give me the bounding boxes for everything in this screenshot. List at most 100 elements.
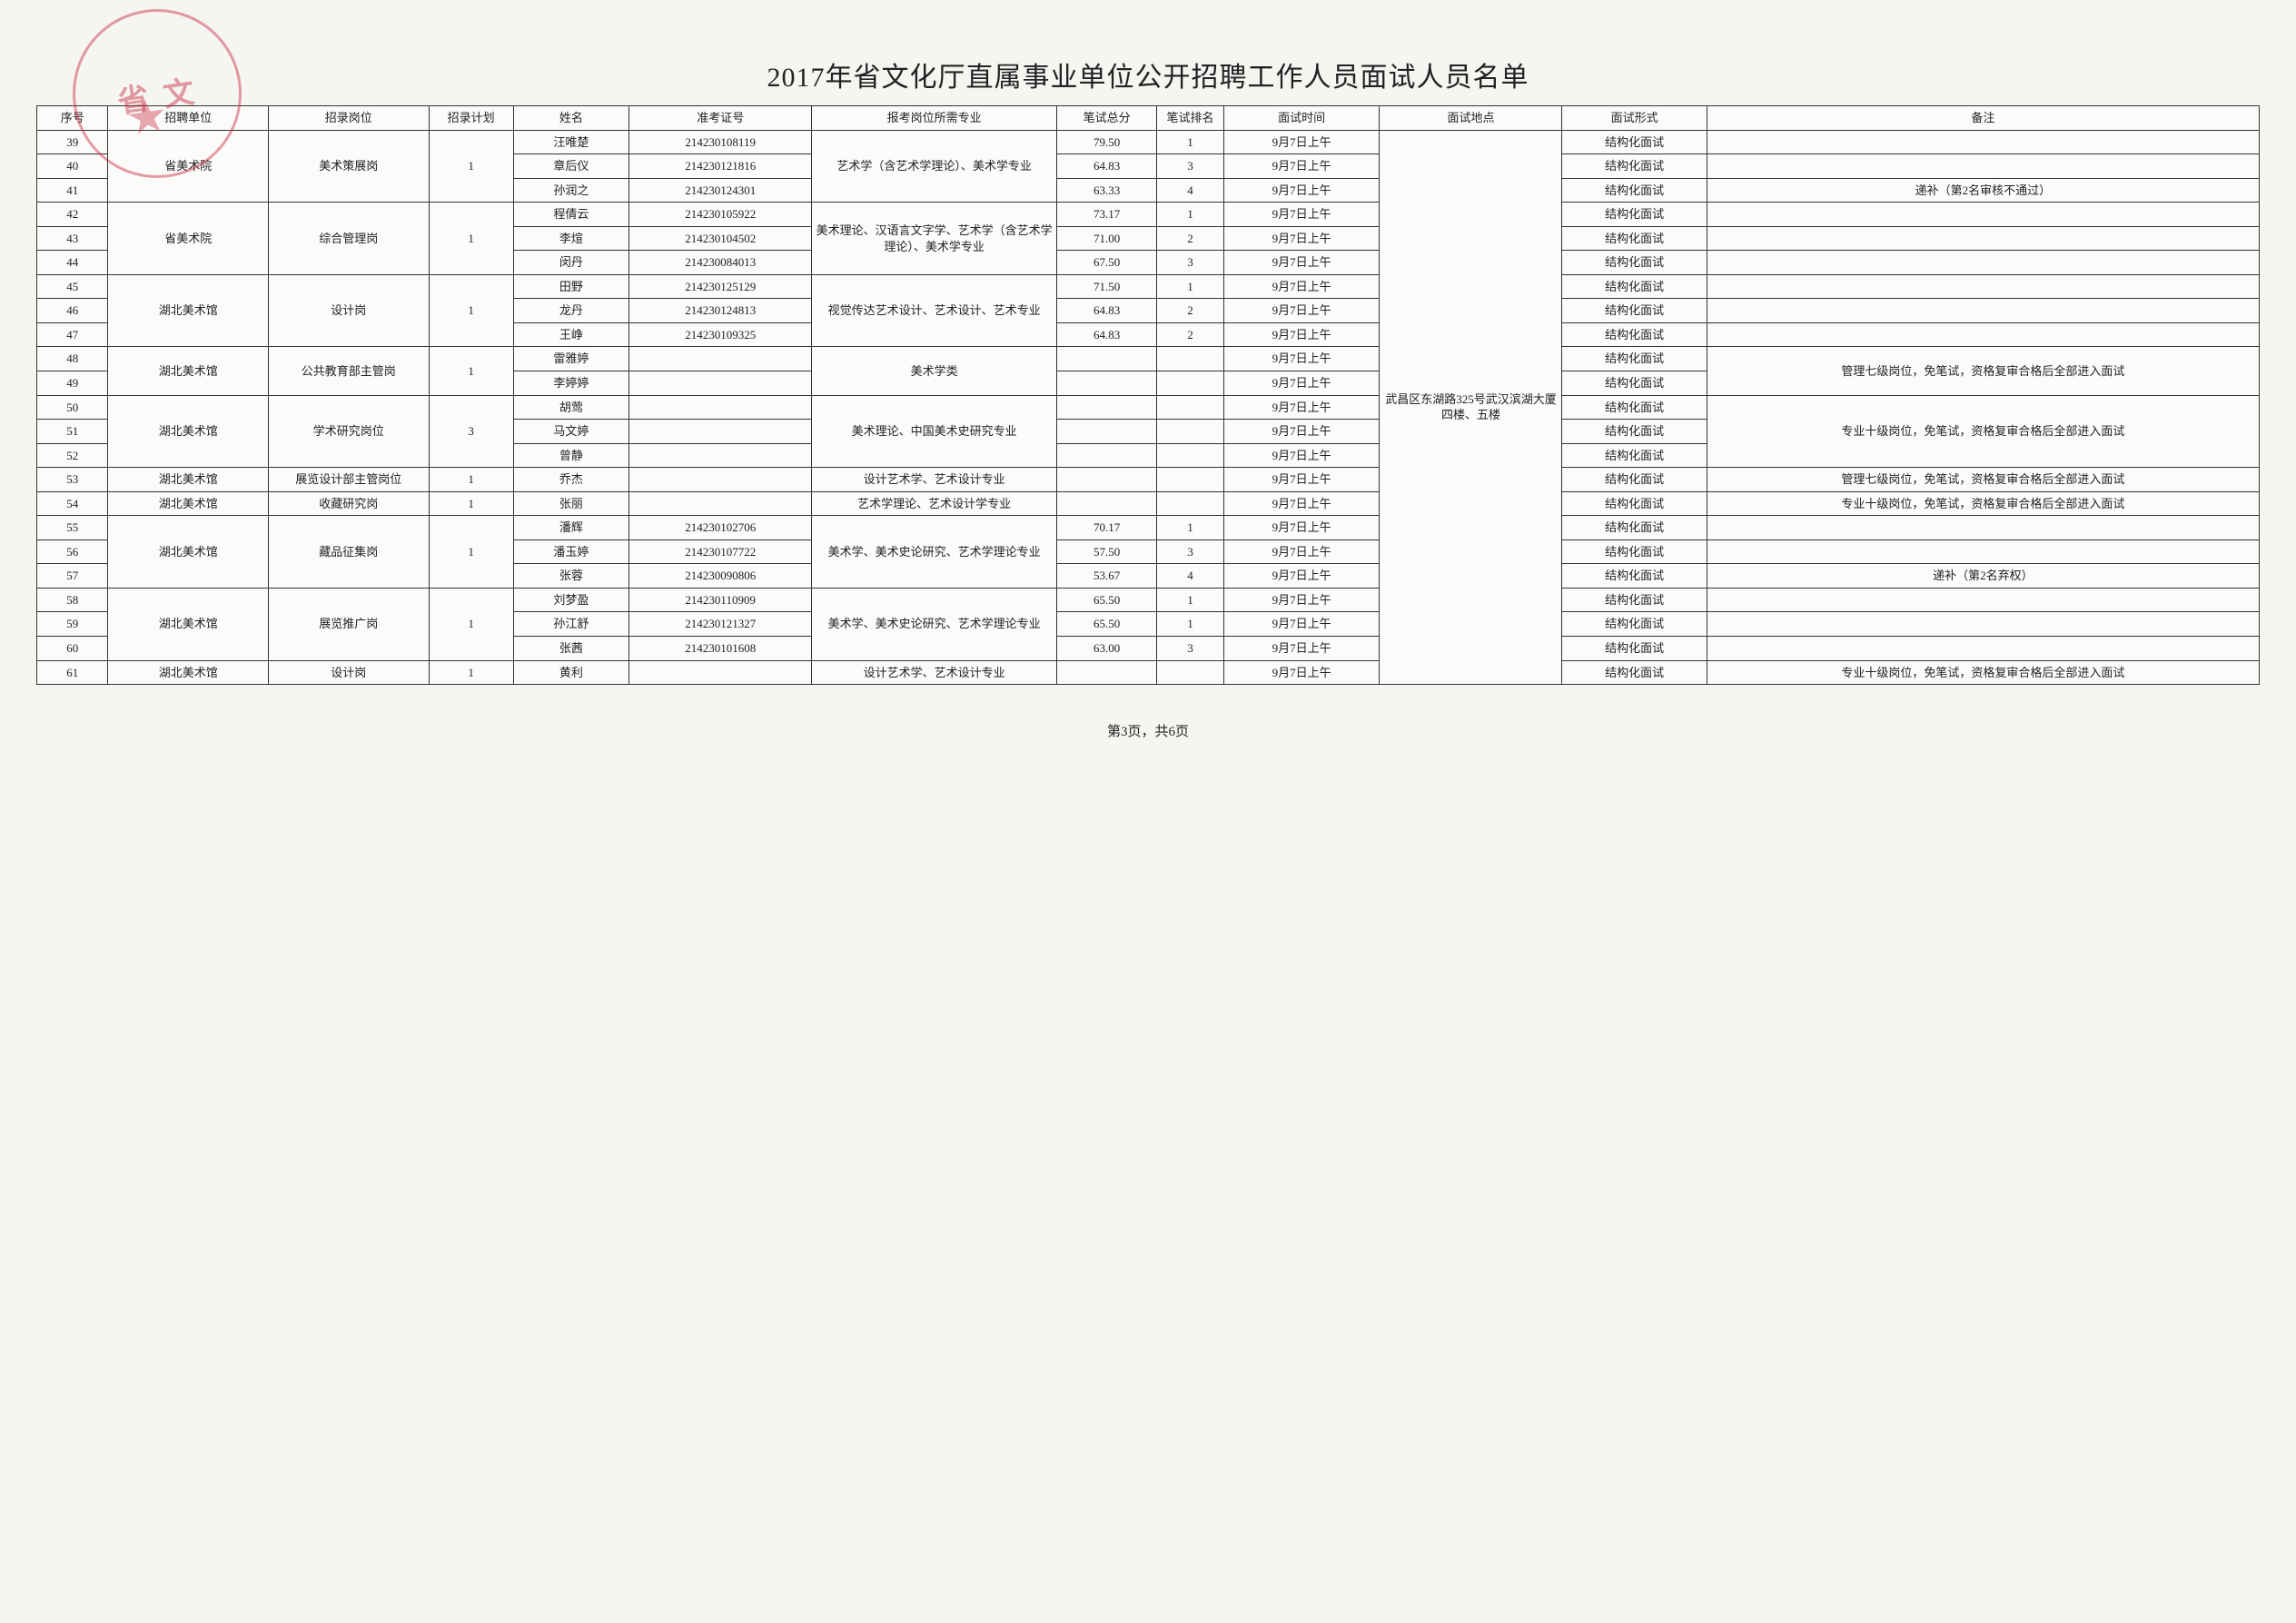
cell-place: 武昌区东湖路325号武汉滨湖大厦四楼、五楼: [1380, 130, 1562, 685]
cell-post: 展览设计部主管岗位: [268, 468, 429, 492]
cell-form: 结构化面试: [1562, 371, 1707, 396]
cell-unit: 湖北美术馆: [108, 516, 269, 589]
cell-plan: 3: [429, 395, 513, 468]
cell-form: 结构化面试: [1562, 468, 1707, 492]
table-row: 53湖北美术馆展览设计部主管岗位1乔杰设计艺术学、艺术设计专业9月7日上午结构化…: [37, 468, 2260, 492]
cell-rank: 2: [1157, 226, 1224, 251]
cell-plan: 1: [429, 347, 513, 395]
table-row: 54湖北美术馆收藏研究岗1张丽艺术学理论、艺术设计学专业9月7日上午结构化面试专…: [37, 491, 2260, 516]
cell-time: 9月7日上午: [1223, 347, 1380, 371]
cell-seq: 49: [37, 371, 108, 396]
col-post: 招录岗位: [268, 106, 429, 131]
cell-score: [1056, 443, 1156, 468]
cell-exam: 214230104502: [629, 226, 812, 251]
cell-exam: [629, 420, 812, 444]
cell-form: 结构化面试: [1562, 516, 1707, 540]
cell-rank: [1157, 371, 1224, 396]
cell-seq: 44: [37, 251, 108, 275]
cell-plan: 1: [429, 588, 513, 660]
cell-time: 9月7日上午: [1223, 491, 1380, 516]
cell-exam: 214230124813: [629, 299, 812, 323]
cell-exam: 214230090806: [629, 564, 812, 589]
table-row: 42省美术院综合管理岗1程倩云214230105922美术理论、汉语言文字学、艺…: [37, 203, 2260, 227]
cell-unit: 湖北美术馆: [108, 491, 269, 516]
cell-form: 结构化面试: [1562, 588, 1707, 612]
cell-unit: 省美术院: [108, 130, 269, 203]
cell-seq: 61: [37, 660, 108, 685]
cell-rank: 4: [1157, 178, 1224, 203]
cell-rank: 2: [1157, 299, 1224, 323]
cell-exam: [629, 491, 812, 516]
cell-name: 潘辉: [513, 516, 628, 540]
cell-name: 龙丹: [513, 299, 628, 323]
cell-rank: 4: [1157, 564, 1224, 589]
cell-time: 9月7日上午: [1223, 371, 1380, 396]
cell-note: 递补（第2名弃权）: [1707, 564, 2259, 589]
cell-rank: [1157, 443, 1224, 468]
cell-seq: 51: [37, 420, 108, 444]
cell-major: 艺术学（含艺术学理论）、美术学专业: [812, 130, 1057, 203]
col-place: 面试地点: [1380, 106, 1562, 131]
cell-exam: [629, 660, 812, 685]
cell-unit: 湖北美术馆: [108, 347, 269, 395]
col-score: 笔试总分: [1056, 106, 1156, 131]
cell-seq: 41: [37, 178, 108, 203]
cell-major: 美术理论、中国美术史研究专业: [812, 395, 1057, 468]
cell-name: 乔杰: [513, 468, 628, 492]
cell-time: 9月7日上午: [1223, 299, 1380, 323]
cell-time: 9月7日上午: [1223, 612, 1380, 637]
cell-exam: 214230124301: [629, 178, 812, 203]
cell-rank: 1: [1157, 274, 1224, 299]
cell-time: 9月7日上午: [1223, 395, 1380, 420]
col-note: 备注: [1707, 106, 2259, 131]
cell-exam: [629, 468, 812, 492]
table-row: 61湖北美术馆设计岗1黄利设计艺术学、艺术设计专业9月7日上午结构化面试专业十级…: [37, 660, 2260, 685]
cell-name: 黄利: [513, 660, 628, 685]
cell-form: 结构化面试: [1562, 226, 1707, 251]
cell-post: 设计岗: [268, 660, 429, 685]
cell-name: 张蓉: [513, 564, 628, 589]
cell-rank: 1: [1157, 203, 1224, 227]
cell-score: 64.83: [1056, 154, 1156, 179]
cell-note: [1707, 130, 2259, 154]
cell-major: 设计艺术学、艺术设计专业: [812, 660, 1057, 685]
cell-note: [1707, 539, 2259, 564]
cell-note: [1707, 226, 2259, 251]
cell-seq: 42: [37, 203, 108, 227]
cell-score: 65.50: [1056, 588, 1156, 612]
cell-unit: 湖北美术馆: [108, 395, 269, 468]
cell-unit: 湖北美术馆: [108, 468, 269, 492]
cell-major: 设计艺术学、艺术设计专业: [812, 468, 1057, 492]
table-row: 55湖北美术馆藏品征集岗1潘辉214230102706美术学、美术史论研究、艺术…: [37, 516, 2260, 540]
cell-name: 马文婷: [513, 420, 628, 444]
cell-form: 结构化面试: [1562, 299, 1707, 323]
cell-seq: 55: [37, 516, 108, 540]
cell-name: 王峥: [513, 322, 628, 347]
cell-note: [1707, 299, 2259, 323]
cell-note: 专业十级岗位，免笔试，资格复审合格后全部进入面试: [1707, 491, 2259, 516]
cell-note: [1707, 274, 2259, 299]
cell-plan: 1: [429, 660, 513, 685]
cell-note: [1707, 203, 2259, 227]
cell-plan: 1: [429, 203, 513, 275]
cell-score: 65.50: [1056, 612, 1156, 637]
cell-rank: 1: [1157, 516, 1224, 540]
cell-form: 结构化面试: [1562, 154, 1707, 179]
cell-plan: 1: [429, 516, 513, 589]
page-indicator: 第3页，共6页: [36, 721, 2260, 740]
table-row: 58湖北美术馆展览推广岗1刘梦盈214230110909美术学、美术史论研究、艺…: [37, 588, 2260, 612]
cell-major: 美术学、美术史论研究、艺术学理论专业: [812, 588, 1057, 660]
col-form: 面试形式: [1562, 106, 1707, 131]
interview-roster-table: 序号 招聘单位 招录岗位 招录计划 姓名 准考证号 报考岗位所需专业 笔试总分 …: [36, 105, 2260, 685]
page-title: 2017年省文化厅直属事业单位公开招聘工作人员面试人员名单: [36, 54, 2260, 94]
cell-note: 递补（第2名审核不通过）: [1707, 178, 2259, 203]
cell-seq: 52: [37, 443, 108, 468]
cell-plan: 1: [429, 130, 513, 203]
cell-score: [1056, 420, 1156, 444]
cell-unit: 湖北美术馆: [108, 660, 269, 685]
cell-rank: 3: [1157, 637, 1224, 661]
cell-seq: 56: [37, 539, 108, 564]
cell-exam: 214230084013: [629, 251, 812, 275]
cell-seq: 40: [37, 154, 108, 179]
cell-seq: 60: [37, 637, 108, 661]
